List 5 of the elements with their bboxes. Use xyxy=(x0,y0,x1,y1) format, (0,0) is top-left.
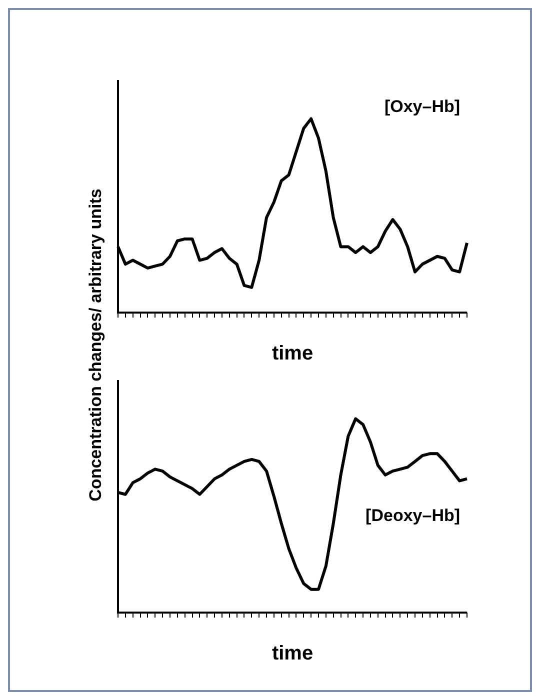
x-axis-title: time xyxy=(272,642,314,665)
annotation: [Deoxy–Hb] xyxy=(366,506,460,526)
y-axis-title: Concentration changes/ arbitrary units xyxy=(86,188,106,502)
x-axis-title: time xyxy=(272,342,314,365)
text: [Oxy–Hb] xyxy=(384,96,460,116)
